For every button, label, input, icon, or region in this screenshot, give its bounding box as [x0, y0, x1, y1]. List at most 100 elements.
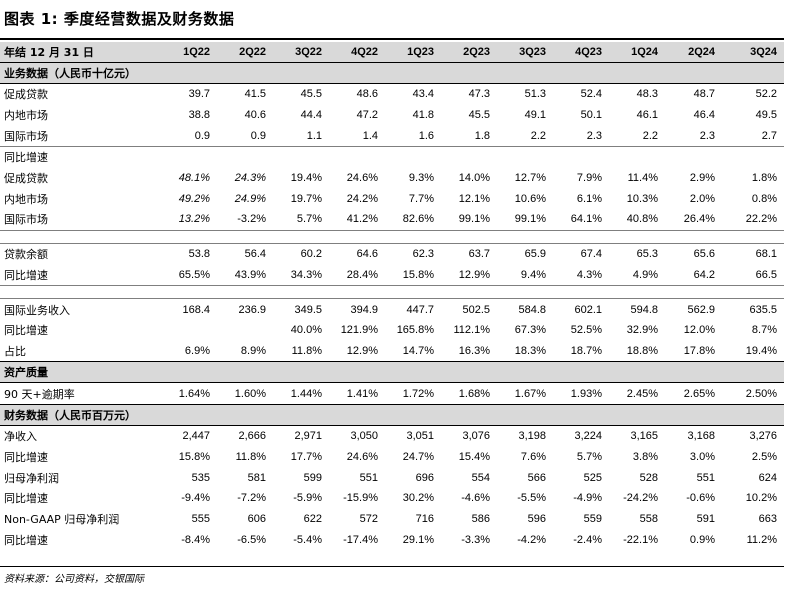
table-cell: 41.8	[412, 109, 434, 122]
table-cell: 11.2%	[746, 533, 777, 546]
table-cell: 18.3%	[514, 344, 546, 357]
spacer-row	[0, 230, 784, 243]
table-cell: -17.4%	[343, 533, 378, 546]
row-label: 同比增速	[4, 533, 48, 547]
table-cell: 40.0%	[290, 324, 322, 337]
table-cell: 4.3%	[553, 264, 609, 287]
quarterly-data-table: 年结 12 月 31 日 1Q22 2Q22 3Q22 4Q22 1Q23 2Q23 3Q23…	[0, 42, 784, 550]
row-label: 归母净利润	[4, 471, 59, 485]
table-cell	[273, 146, 329, 168]
table-cell: 11.8%	[235, 450, 266, 463]
table-cell: 7.9%	[576, 172, 602, 185]
table-cell: 16.3%	[458, 344, 490, 357]
table-cell	[497, 146, 553, 168]
table-cell: 2.2	[497, 125, 553, 148]
table-cell: 2.5%	[751, 450, 777, 463]
table-row: 促成贷款 48.1% 24.3% 19.4% 24.6% 9.3% 14.0% 12.7% 7.…	[0, 168, 784, 189]
table-cell: -4.2%	[517, 533, 546, 546]
table-row: 同比增速 -9.4% -7.2% -5.9% -15.9% 30.2% -4.6% -5.5%…	[0, 488, 784, 509]
table-cell: 9.3%	[408, 172, 434, 185]
table-row: 占比 6.9% 8.9% 11.8% 12.9% 14.7% 16.3% 18.3% 18.7%…	[0, 341, 784, 362]
header-label: 年结 12 月 31 日	[0, 42, 170, 63]
table-cell: 15.8%	[178, 450, 210, 463]
table-cell: 3.8%	[632, 450, 658, 463]
table-cell: 15.4%	[458, 450, 490, 463]
table-cell: 45.5	[468, 109, 490, 122]
table-cell: 65.6	[665, 242, 722, 265]
table-cell: 1.68%	[458, 387, 490, 400]
table-cell: 555	[191, 513, 210, 526]
table-cell: 0.9	[217, 125, 273, 148]
table-cell	[553, 146, 609, 168]
table-cell: 68.1	[722, 242, 784, 265]
table-cell: 7.7%	[408, 192, 434, 205]
table-cell: 2.3	[665, 125, 722, 148]
table-cell: 40.8%	[609, 209, 665, 231]
table-cell: 65.3	[609, 242, 665, 265]
table-row: 归母净利润 535 581 599 551 696 554 566 525 528 551 624	[0, 467, 784, 488]
table-cell: 64.6	[329, 242, 385, 265]
table-row: 同比增速 65.5% 43.9% 34.3% 28.4% 15.8% 12.9% 9.4% 4.…	[0, 264, 784, 287]
table-cell: 525	[583, 471, 602, 484]
row-label: 同比增速	[4, 492, 48, 506]
section-header-business: 业务数据（人民币十亿元）	[0, 62, 784, 84]
column-header: 3Q22	[273, 42, 329, 63]
table-cell: 48.1%	[178, 172, 210, 185]
table-cell: 67.3%	[514, 324, 546, 337]
table-cell: 13.2%	[170, 209, 217, 231]
table-cell: 663	[758, 513, 777, 526]
table-cell: 1.8%	[751, 172, 777, 185]
table-cell: 14.7%	[402, 344, 434, 357]
row-label: 内地市场	[4, 109, 48, 123]
table-cell: 3,276	[749, 430, 777, 443]
table-cell: 49.1	[524, 109, 546, 122]
table-cell: 535	[191, 471, 210, 484]
table-cell: 586	[471, 513, 490, 526]
table-cell: 18.8%	[626, 344, 658, 357]
table-cell: 53.8	[170, 242, 217, 265]
table-cell: 1.44%	[290, 387, 322, 400]
section-header-financial: 财务数据（人民币百万元）	[0, 403, 784, 426]
table-cell: 594.8	[609, 298, 665, 320]
table-cell: -5.4%	[293, 533, 322, 546]
table-cell: 635.5	[722, 298, 784, 320]
table-cell: 121.9%	[340, 324, 378, 337]
table-cell: 2.65%	[683, 387, 715, 400]
table-cell: 447.7	[385, 298, 441, 320]
table-cell: 6.9%	[184, 344, 210, 357]
table-cell: 43.9%	[217, 264, 273, 287]
table-cell: 17.8%	[683, 344, 715, 357]
table-cell: -3.3%	[461, 533, 490, 546]
table-cell: 112.1%	[453, 324, 491, 337]
table-cell: 45.5	[300, 88, 322, 101]
table-cell: 6.1%	[576, 192, 602, 205]
table-cell: 19.4%	[290, 172, 322, 185]
table-cell: 82.6%	[385, 209, 441, 231]
table-cell: 2.45%	[626, 387, 658, 400]
table-cell: -2.4%	[573, 533, 602, 546]
table-cell: 22.2%	[722, 209, 784, 231]
row-label: 90 天+逾期率	[4, 387, 75, 401]
table-cell: 5.7%	[273, 209, 329, 231]
table-cell: 2,447	[182, 430, 210, 443]
table-cell: 1.60%	[234, 387, 266, 400]
row-label: 促成贷款	[4, 88, 48, 102]
table-cell: 44.4	[300, 109, 322, 122]
table-cell: 24.9%	[234, 192, 266, 205]
table-cell: 8.7%	[751, 324, 777, 337]
column-header: 2Q24	[665, 42, 722, 63]
table-cell: 12.1%	[458, 192, 490, 205]
table-cell: 596	[527, 513, 546, 526]
table-cell: 1.1	[273, 125, 329, 148]
table-cell	[722, 146, 784, 168]
table-cell: 10.3%	[626, 192, 658, 205]
table-cell: 349.5	[273, 298, 329, 320]
table-cell: 3,076	[462, 430, 490, 443]
table-cell: 716	[415, 513, 434, 526]
column-header: 3Q23	[497, 42, 553, 63]
table-cell: 4.9%	[609, 264, 665, 287]
table-cell: 606	[247, 513, 266, 526]
table-cell: 2.50%	[745, 387, 777, 400]
table-cell: 51.3	[524, 88, 546, 101]
table-cell: -7.2%	[237, 492, 266, 505]
